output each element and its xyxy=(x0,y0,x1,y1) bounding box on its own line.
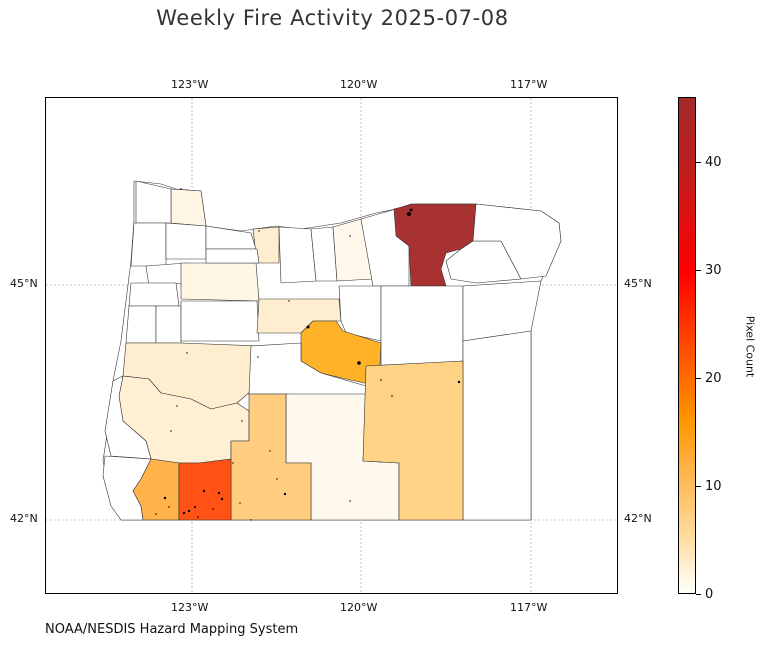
county-clackamas xyxy=(205,248,260,264)
fire-point xyxy=(250,519,252,521)
lon-tick-bottom-120: 120°W xyxy=(340,601,378,614)
fire-point xyxy=(197,516,199,518)
county-benton xyxy=(155,305,182,344)
fire-point xyxy=(257,356,259,358)
fire-point xyxy=(258,230,260,232)
colorbar-label-30: 30 xyxy=(705,263,722,278)
data-credit: NOAA/NESDIS Hazard Mapping System xyxy=(45,622,299,637)
fire-point xyxy=(212,508,214,510)
colorbar-label-0: 0 xyxy=(705,587,714,602)
fire-point xyxy=(220,497,224,501)
fire-point xyxy=(194,506,196,508)
fire-point xyxy=(357,361,361,365)
county-clatsop xyxy=(170,188,207,227)
lon-tick-top-117: 117°W xyxy=(510,78,548,91)
fire-point xyxy=(349,235,351,237)
county-umatilla xyxy=(393,203,477,287)
county-tillamook xyxy=(130,222,167,267)
colorbar-label-20: 20 xyxy=(705,371,722,386)
county-wheeler xyxy=(338,285,382,342)
colorbar-tick-10 xyxy=(696,486,701,487)
lon-tick-bottom-117: 117°W xyxy=(510,601,548,614)
lat-tick-left-42: 42°N xyxy=(10,512,38,525)
fire-point xyxy=(217,491,221,495)
county-yamhill xyxy=(145,262,187,287)
fire-point xyxy=(391,395,393,397)
county-wasco xyxy=(278,226,317,284)
colorbar-tick-20 xyxy=(696,378,701,379)
county-jackson xyxy=(178,458,232,521)
county-harney-east xyxy=(362,360,464,521)
county-linn xyxy=(180,300,260,342)
county-polk xyxy=(128,282,180,307)
fire-point xyxy=(241,420,243,422)
fire-point xyxy=(306,325,310,329)
fire-point xyxy=(187,509,191,513)
county-grant xyxy=(380,285,464,367)
colorbar xyxy=(678,97,696,594)
fire-point xyxy=(409,208,413,212)
fire-point xyxy=(168,506,170,508)
lon-tick-top-123: 123°W xyxy=(171,78,209,91)
colorbar-tick-30 xyxy=(696,270,701,271)
county-coos xyxy=(104,375,152,460)
fire-point xyxy=(349,500,351,502)
fire-point xyxy=(232,462,234,464)
fire-point xyxy=(180,188,182,190)
fire-point xyxy=(407,212,411,216)
county-lincoln xyxy=(125,305,157,344)
map-title: Weekly Fire Activity 2025-07-08 xyxy=(156,6,509,30)
colorbar-tick-0 xyxy=(696,594,701,595)
fire-point xyxy=(182,511,186,515)
fire-point xyxy=(155,513,157,515)
lon-tick-bottom-123: 123°W xyxy=(171,601,209,614)
fire-point xyxy=(239,502,241,504)
fire-point xyxy=(269,450,271,452)
fire-point xyxy=(283,492,287,496)
fire-point xyxy=(276,478,278,480)
county-washington xyxy=(165,222,207,260)
fire-point xyxy=(288,300,290,302)
oregon-county-map xyxy=(46,98,617,593)
fire-point xyxy=(380,379,382,381)
county-malheur xyxy=(462,330,532,521)
lat-tick-right-45: 45°N xyxy=(624,277,652,290)
lat-tick-right-42: 42°N xyxy=(624,512,652,525)
county-wallowa xyxy=(472,203,562,280)
colorbar-title: Pixel Count xyxy=(743,315,757,378)
fire-point xyxy=(202,489,206,493)
fire-point xyxy=(457,380,461,384)
fire-point xyxy=(176,405,178,407)
lon-tick-top-120: 120°W xyxy=(340,78,378,91)
colorbar-tick-40 xyxy=(696,162,701,163)
map-frame xyxy=(45,97,618,594)
fire-point xyxy=(170,430,172,432)
county-marion xyxy=(180,262,260,302)
fire-point xyxy=(163,496,167,500)
fire-point xyxy=(186,352,188,354)
colorbar-label-10: 10 xyxy=(705,479,722,494)
county-klamath xyxy=(230,393,312,521)
county-columbia xyxy=(135,180,172,224)
fire-detections xyxy=(155,188,461,521)
colorbar-label-40: 40 xyxy=(705,155,722,170)
lat-tick-left-45: 45°N xyxy=(10,277,38,290)
counties xyxy=(102,180,562,521)
